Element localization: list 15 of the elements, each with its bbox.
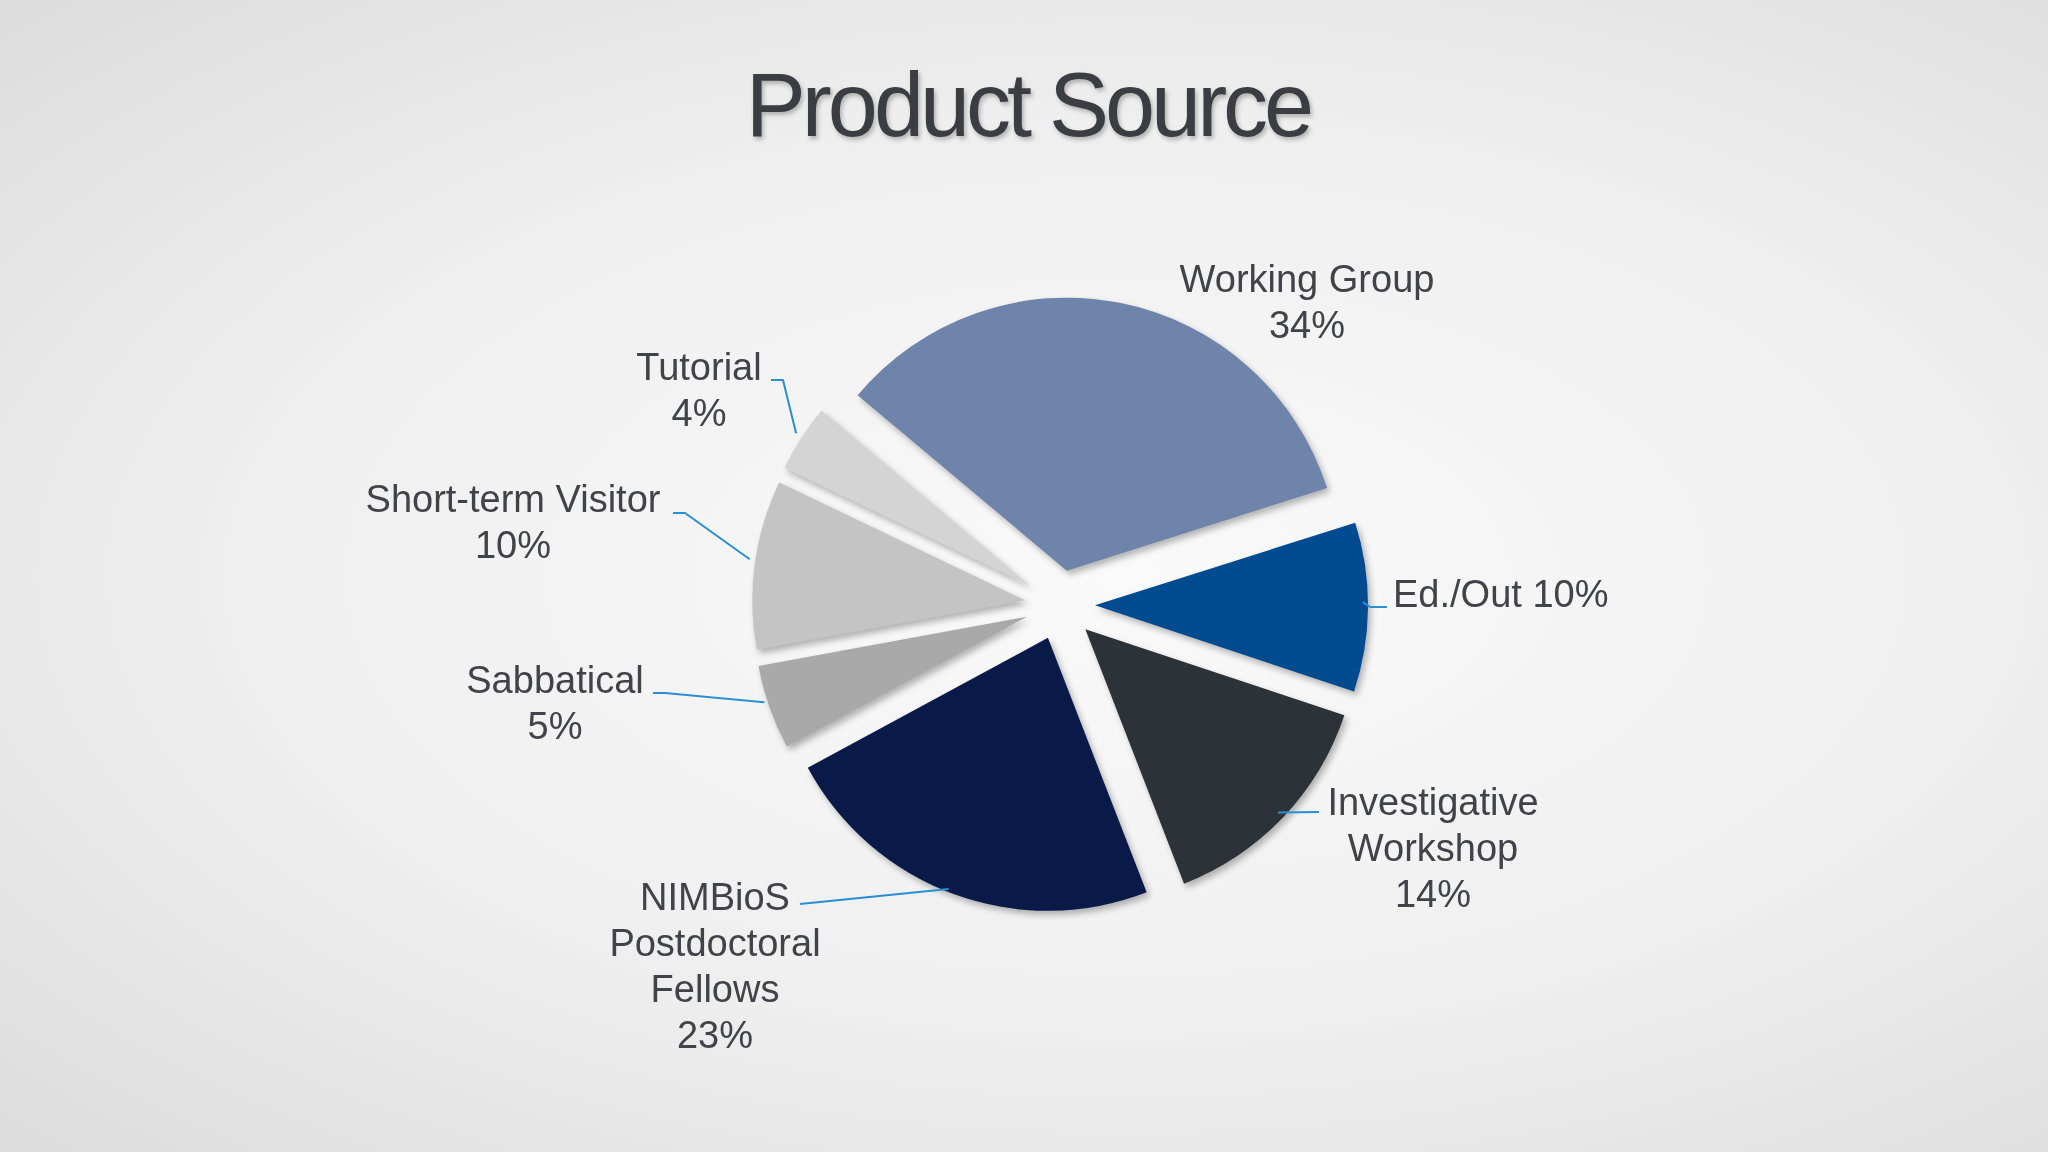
slice-label: Short-term Visitor (365, 478, 661, 520)
slice-label: Investigative Workshop (1327, 781, 1539, 869)
data-label: 34% (1268, 304, 1346, 346)
data-label: 10% (1532, 573, 1609, 615)
data-label: 4% (671, 392, 727, 434)
slice-label: Sabbatical (466, 659, 644, 701)
slice-label: NIMBioS Postdoctoral Fellows (609, 876, 821, 1010)
data-label: 5% (527, 705, 583, 747)
data-label: 23% (676, 1014, 754, 1056)
chart-title: Product Source (745, 55, 1312, 155)
slice-label: Ed./Out (1393, 573, 1523, 615)
slice-label: Tutorial (636, 346, 762, 388)
slice-label: Working Group (1179, 258, 1435, 300)
data-label: 14% (1394, 873, 1472, 915)
data-label: 10% (474, 524, 552, 566)
